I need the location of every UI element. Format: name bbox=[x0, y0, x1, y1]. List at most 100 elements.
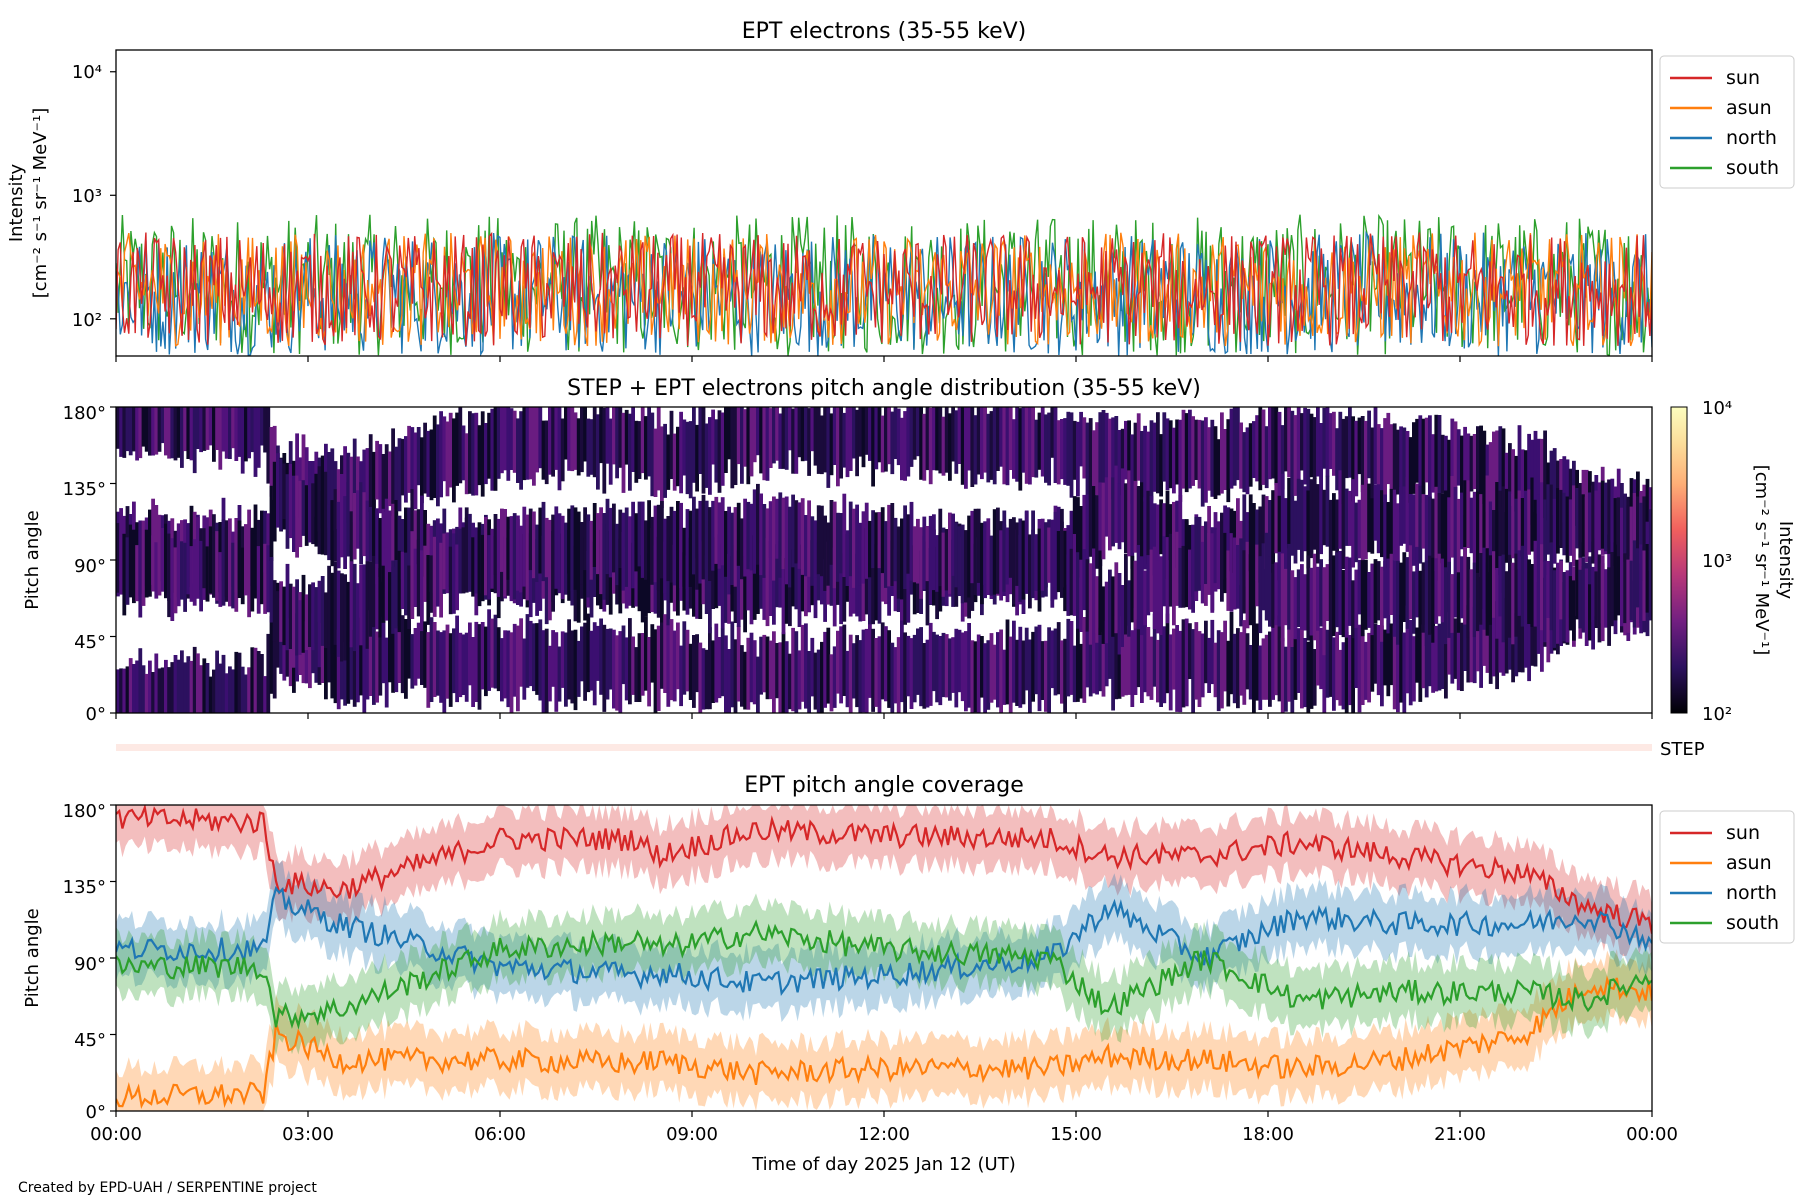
heatmap-cell bbox=[1476, 616, 1480, 672]
heatmap-cell bbox=[746, 536, 751, 611]
heatmap-cell bbox=[1431, 557, 1435, 643]
heatmap-cell bbox=[1072, 420, 1077, 480]
heatmap-cell bbox=[1389, 424, 1394, 505]
heatmap-cell bbox=[503, 630, 507, 699]
heatmap-cell bbox=[1040, 407, 1045, 477]
heatmap-cell bbox=[346, 581, 351, 646]
heatmap-cell bbox=[1063, 638, 1067, 713]
heatmap-cell bbox=[938, 508, 943, 587]
heatmap-cell bbox=[896, 408, 901, 466]
heatmap-cell bbox=[570, 505, 575, 592]
heatmap-cell bbox=[1296, 569, 1301, 627]
heatmap-cell bbox=[1460, 622, 1464, 691]
heatmap-cell bbox=[778, 492, 783, 578]
heatmap-cell bbox=[1120, 616, 1125, 697]
heatmap-cell bbox=[733, 407, 738, 485]
heatmap-cell bbox=[266, 407, 271, 484]
heatmap-cell bbox=[1588, 492, 1592, 553]
heatmap-cell bbox=[880, 622, 885, 700]
heatmap-cell bbox=[634, 420, 639, 483]
heatmap-cell bbox=[1188, 623, 1192, 679]
heatmap-cell bbox=[663, 518, 667, 594]
heatmap-cell bbox=[1552, 570, 1557, 648]
heatmap-cell bbox=[1536, 438, 1541, 514]
heatmap-cell bbox=[429, 429, 434, 501]
heatmap-cell bbox=[676, 426, 680, 487]
heatmap-cell bbox=[893, 647, 898, 704]
heatmap-cell bbox=[932, 407, 936, 471]
heatmap-cell bbox=[349, 511, 354, 569]
heatmap-cell bbox=[1453, 487, 1458, 557]
heatmap-cell bbox=[685, 421, 690, 495]
panel3-series bbox=[116, 805, 1652, 1111]
heatmap-cell bbox=[810, 637, 815, 697]
heatmap-cell bbox=[948, 512, 952, 594]
heatmap-cell bbox=[263, 543, 267, 614]
heatmap-cell bbox=[980, 636, 984, 698]
heatmap-cell bbox=[976, 407, 981, 475]
heatmap-cell bbox=[1396, 629, 1400, 713]
heatmap-cell bbox=[592, 503, 597, 567]
heatmap-cell bbox=[1152, 546, 1157, 630]
heatmap-cell bbox=[861, 407, 866, 468]
heatmap-cell bbox=[1114, 465, 1119, 543]
heatmap-cell bbox=[1079, 559, 1083, 632]
heatmap-cell bbox=[1434, 414, 1439, 490]
heatmap-cell bbox=[884, 407, 888, 472]
heatmap-cell bbox=[583, 537, 587, 621]
heatmap-cell bbox=[858, 407, 863, 457]
heatmap-cell bbox=[192, 407, 197, 474]
heatmap-cell bbox=[1162, 626, 1167, 704]
heatmap-cell bbox=[426, 523, 431, 584]
heatmap-cell bbox=[829, 540, 834, 606]
heatmap-cell bbox=[228, 666, 232, 713]
heatmap-cell bbox=[1312, 553, 1317, 641]
heatmap-cell bbox=[804, 545, 808, 617]
heatmap-cell bbox=[1114, 416, 1119, 502]
heatmap-cell bbox=[1383, 629, 1387, 686]
heatmap-cell bbox=[1543, 499, 1547, 562]
heatmap-cell bbox=[349, 456, 354, 545]
heatmap-cell bbox=[797, 561, 802, 627]
heatmap-cell bbox=[1181, 619, 1186, 708]
heatmap-cell bbox=[1197, 516, 1202, 591]
heatmap-cell bbox=[260, 654, 264, 713]
heatmap-cell bbox=[1562, 572, 1567, 642]
heatmap-cell bbox=[1495, 482, 1499, 570]
heatmap-cell bbox=[1111, 576, 1115, 637]
heatmap-cell bbox=[999, 530, 1003, 601]
heatmap-cell bbox=[311, 582, 315, 651]
ytick-label: 0° bbox=[86, 704, 106, 725]
heatmap-cell bbox=[493, 614, 498, 689]
heatmap-cell bbox=[1085, 559, 1090, 632]
heatmap-cell bbox=[336, 469, 341, 529]
heatmap-cell bbox=[1466, 480, 1471, 548]
heatmap-cell bbox=[736, 502, 741, 566]
heatmap-cell bbox=[215, 407, 219, 450]
heatmap-cell bbox=[151, 407, 155, 456]
heatmap-cell bbox=[1149, 549, 1154, 612]
heatmap-cell bbox=[1434, 625, 1439, 692]
heatmap-cell bbox=[416, 509, 421, 565]
heatmap-cell bbox=[1293, 500, 1298, 564]
heatmap-cell bbox=[1130, 630, 1135, 707]
heatmap-cell bbox=[269, 616, 274, 694]
heatmap-cell bbox=[960, 407, 965, 485]
heatmap-cell bbox=[1072, 645, 1077, 703]
heatmap-cell bbox=[397, 550, 402, 633]
heatmap-cell bbox=[1277, 551, 1282, 627]
heatmap-cell bbox=[1181, 409, 1186, 489]
heatmap-cell bbox=[1220, 412, 1224, 494]
heatmap-cell bbox=[218, 663, 223, 713]
heatmap-cell bbox=[1143, 570, 1147, 626]
heatmap-cell bbox=[461, 634, 466, 695]
heatmap-cell bbox=[967, 623, 971, 708]
heatmap-cell bbox=[992, 509, 997, 595]
heatmap-cell bbox=[740, 645, 744, 707]
heatmap-cell bbox=[784, 558, 789, 624]
heatmap-cell bbox=[1412, 636, 1416, 702]
heatmap-cell bbox=[1261, 638, 1266, 700]
heatmap-cell bbox=[1095, 495, 1099, 569]
heatmap-cell bbox=[1364, 559, 1368, 630]
heatmap-cell bbox=[1082, 494, 1087, 561]
